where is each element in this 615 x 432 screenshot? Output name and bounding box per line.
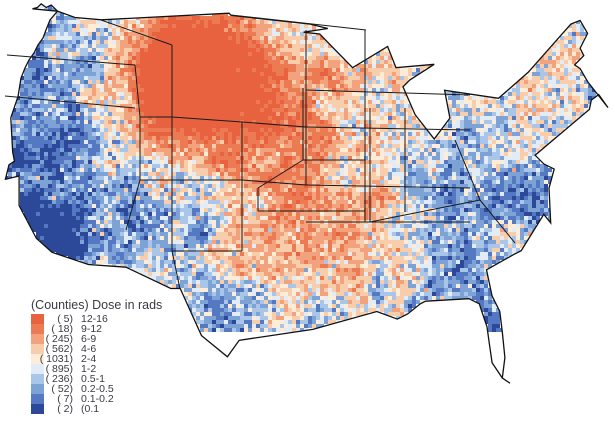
svg-text:( 2): ( 2) (57, 403, 73, 415)
svg-text:(0.1: (0.1 (81, 403, 99, 415)
svg-text:(Counties) Dose in rads: (Counties) Dose in rads (31, 298, 162, 312)
